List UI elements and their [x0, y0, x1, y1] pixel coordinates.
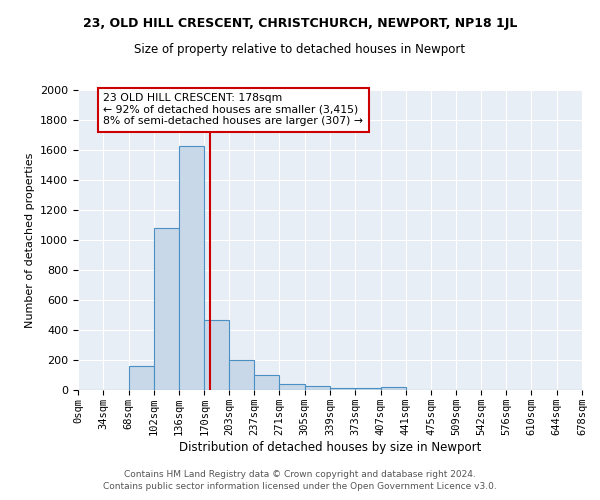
- Bar: [330, 388, 355, 390]
- Bar: [205, 320, 229, 390]
- Bar: [380, 387, 406, 390]
- Text: Size of property relative to detached houses in Newport: Size of property relative to detached ho…: [134, 42, 466, 56]
- Bar: [280, 384, 305, 390]
- Bar: [179, 146, 205, 390]
- Y-axis label: Number of detached properties: Number of detached properties: [25, 152, 35, 328]
- X-axis label: Distribution of detached houses by size in Newport: Distribution of detached houses by size …: [179, 440, 481, 454]
- Text: Contains public sector information licensed under the Open Government Licence v3: Contains public sector information licen…: [103, 482, 497, 491]
- Bar: [355, 388, 380, 390]
- Text: 23 OLD HILL CRESCENT: 178sqm
← 92% of detached houses are smaller (3,415)
8% of : 23 OLD HILL CRESCENT: 178sqm ← 92% of de…: [103, 93, 363, 126]
- Bar: [229, 360, 254, 390]
- Text: 23, OLD HILL CRESCENT, CHRISTCHURCH, NEWPORT, NP18 1JL: 23, OLD HILL CRESCENT, CHRISTCHURCH, NEW…: [83, 18, 517, 30]
- Bar: [128, 366, 154, 390]
- Bar: [154, 228, 179, 390]
- Text: Contains HM Land Registry data © Crown copyright and database right 2024.: Contains HM Land Registry data © Crown c…: [124, 470, 476, 479]
- Bar: [254, 375, 280, 390]
- Bar: [305, 386, 330, 390]
